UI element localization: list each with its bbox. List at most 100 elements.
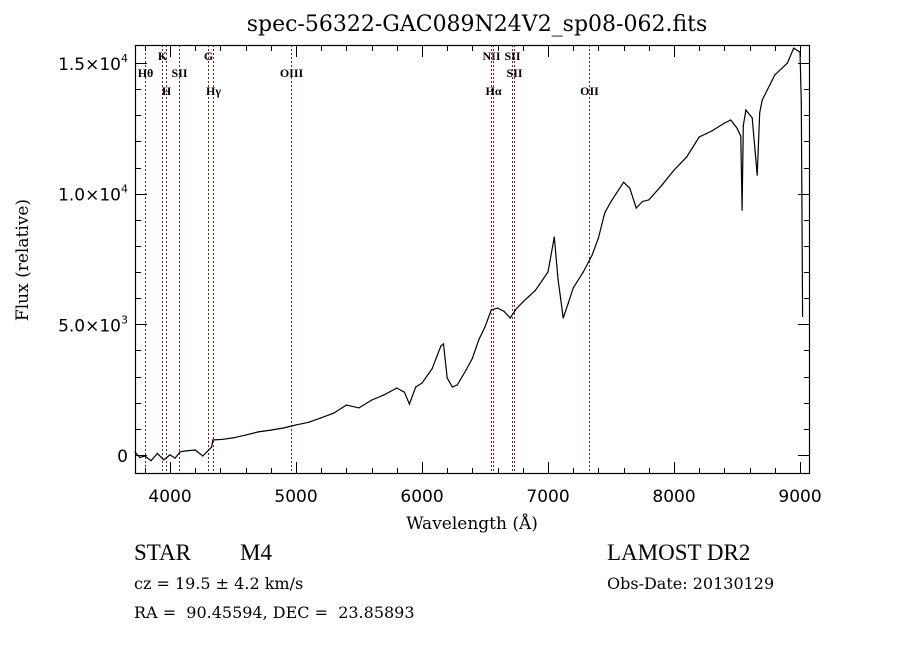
x-tick-label: 4000 xyxy=(148,487,191,507)
data-point xyxy=(515,308,518,310)
data-point xyxy=(522,301,524,303)
survey-name: LAMOST DR2 xyxy=(607,540,751,565)
redshift-cz: cz = 19.5 ± 4.2 km/s xyxy=(134,574,304,593)
x-tick-label: 9000 xyxy=(778,487,821,507)
data-point xyxy=(169,454,171,456)
data-point xyxy=(623,181,625,183)
data-point xyxy=(295,424,297,426)
data-point xyxy=(756,174,758,176)
data-point xyxy=(396,387,398,389)
data-point xyxy=(478,339,480,341)
data-point xyxy=(490,309,492,311)
y-tick-exponent: 4 xyxy=(121,52,128,65)
chart-title: spec-56322-GAC089N24V2_sp08-062.fits xyxy=(247,12,708,37)
data-point xyxy=(597,237,600,239)
spectral-line-label: Hγ xyxy=(206,84,221,98)
spectral-line-label: OIII xyxy=(280,66,304,80)
y-tick-label: 0 xyxy=(117,447,128,467)
data-point xyxy=(456,384,458,386)
x-tick-label: 6000 xyxy=(400,487,443,507)
x-tick-label: 8000 xyxy=(652,487,695,507)
spectral-line-label: Hθ xyxy=(138,66,154,80)
series-line-spectrum xyxy=(134,47,804,462)
data-point xyxy=(741,209,743,211)
data-point xyxy=(567,302,569,304)
data-point xyxy=(308,421,310,423)
data-point xyxy=(503,310,505,312)
data-point xyxy=(163,459,165,461)
data-point xyxy=(446,377,448,379)
data-point xyxy=(383,394,385,396)
y-tick-label: 5.0×103 xyxy=(58,313,128,336)
y-tick-mantissa: 1.5×10 xyxy=(58,55,121,75)
data-point xyxy=(371,399,373,401)
data-point xyxy=(333,412,335,414)
data-point xyxy=(222,438,224,440)
y-tick-mantissa: 5.0×10 xyxy=(58,316,121,336)
data-point xyxy=(440,345,442,347)
data-point xyxy=(245,434,247,436)
data-point xyxy=(723,122,726,124)
spectral-line-label: SII xyxy=(171,66,187,80)
spectral-line-label: OII xyxy=(580,84,599,98)
data-point xyxy=(641,200,644,203)
data-point xyxy=(442,343,445,345)
y-tick-exponent: 3 xyxy=(121,313,128,326)
data-point xyxy=(711,130,713,132)
data-point xyxy=(629,187,631,189)
data-point xyxy=(174,457,176,459)
data-point xyxy=(194,449,196,451)
object-subclass: M4 xyxy=(240,540,272,565)
data-point xyxy=(572,287,574,289)
data-point xyxy=(497,307,499,309)
data-point xyxy=(604,212,606,214)
plot-frame xyxy=(134,44,811,475)
data-point xyxy=(751,117,753,119)
data-point xyxy=(761,99,763,101)
data-point xyxy=(560,297,562,299)
data-point xyxy=(648,199,650,201)
y-tick-exponent: 4 xyxy=(121,183,128,196)
data-point xyxy=(553,236,555,238)
object-class: STAR xyxy=(134,540,191,565)
spectral-line-label: K xyxy=(158,49,168,63)
data-point xyxy=(660,185,663,187)
data-point xyxy=(415,386,417,388)
data-point xyxy=(232,437,234,439)
data-point xyxy=(740,135,742,137)
series-layer xyxy=(134,47,804,462)
data-point xyxy=(534,289,537,291)
data-point xyxy=(582,271,584,273)
data-point xyxy=(211,446,213,448)
data-point xyxy=(431,368,433,370)
data-point xyxy=(557,279,559,281)
axes: 4000 5000 6000 7000 8000 9000 0 5.0×103 1.0×104 1… xyxy=(58,44,822,507)
data-point xyxy=(212,439,214,441)
data-point xyxy=(635,207,637,209)
data-point xyxy=(408,403,410,405)
spectral-lines: Hθ K H SII G Hγ OIII NII Hα SII SII OII xyxy=(138,45,599,474)
data-point xyxy=(358,407,360,409)
data-point xyxy=(547,271,549,273)
data-point xyxy=(150,460,152,462)
x-tick-label: 5000 xyxy=(274,487,317,507)
obs-date: Obs-Date: 20130129 xyxy=(607,574,775,593)
y-tick-mantissa: 0 xyxy=(117,447,128,467)
data-point xyxy=(202,455,204,457)
x-tick-label: 7000 xyxy=(526,487,569,507)
coordinates: RA = 90.45594, DEC = 23.85893 xyxy=(134,603,415,622)
data-point xyxy=(736,127,738,129)
y-tick-label: 1.5×104 xyxy=(58,52,128,75)
data-point xyxy=(759,112,761,114)
data-point xyxy=(591,254,593,256)
data-point xyxy=(345,404,347,406)
y-tick-label: 1.0×104 xyxy=(58,183,128,206)
data-point xyxy=(786,62,789,64)
data-point xyxy=(686,156,688,158)
data-point xyxy=(802,315,804,318)
data-point xyxy=(745,109,747,111)
data-point xyxy=(793,47,795,49)
data-point xyxy=(282,427,284,429)
data-point xyxy=(742,125,744,127)
